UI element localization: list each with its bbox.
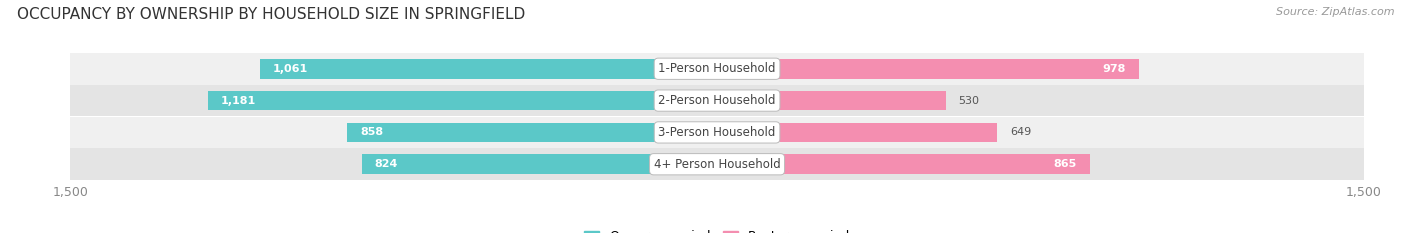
Bar [70,85,1364,116]
Text: 649: 649 [1010,127,1031,137]
Legend: Owner-occupied, Renter-occupied: Owner-occupied, Renter-occupied [583,230,851,233]
Text: 1-Person Household: 1-Person Household [658,62,776,75]
Bar [70,148,1364,180]
Text: 824: 824 [375,159,398,169]
Bar [70,116,1364,148]
Text: 1,181: 1,181 [221,96,256,106]
Bar [717,91,946,110]
Bar [717,123,997,142]
Text: 4+ Person Household: 4+ Person Household [654,158,780,171]
Text: 978: 978 [1102,64,1126,74]
Text: 865: 865 [1054,159,1077,169]
Bar [717,154,1090,174]
Bar [208,91,717,110]
Text: 858: 858 [360,127,384,137]
Text: 530: 530 [959,96,980,106]
Bar [347,123,717,142]
Text: Source: ZipAtlas.com: Source: ZipAtlas.com [1277,7,1395,17]
Text: OCCUPANCY BY OWNERSHIP BY HOUSEHOLD SIZE IN SPRINGFIELD: OCCUPANCY BY OWNERSHIP BY HOUSEHOLD SIZE… [17,7,524,22]
Bar [70,53,1364,85]
Bar [260,59,717,79]
Bar [361,154,717,174]
Text: 2-Person Household: 2-Person Household [658,94,776,107]
Bar [717,59,1139,79]
Text: 3-Person Household: 3-Person Household [658,126,776,139]
Text: 1,061: 1,061 [273,64,308,74]
